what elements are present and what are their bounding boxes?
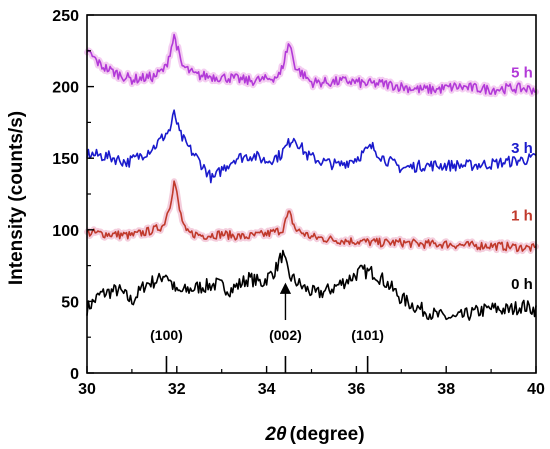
x-tick-label-5: 40 bbox=[527, 381, 545, 398]
labels-layer: 0 h 1 h 3 h 5 h bbox=[511, 64, 533, 293]
y-axis-title: Intensity (counts/s) bbox=[6, 111, 27, 285]
series-label-2: 3 h bbox=[511, 140, 533, 157]
series-glow-layer bbox=[84, 31, 539, 255]
x-tick-label-2: 34 bbox=[258, 381, 276, 398]
x-tick-label-4: 38 bbox=[437, 381, 455, 398]
x-tick-label-3: 36 bbox=[348, 381, 366, 398]
x-tick-label-0: 30 bbox=[78, 381, 96, 398]
y-tick-label-3: 150 bbox=[52, 151, 79, 168]
x-axis-title: 2θ (degree) bbox=[264, 424, 364, 445]
x-axis-symbol: 2θ bbox=[264, 424, 287, 445]
series-line-2 bbox=[86, 109, 537, 184]
y-tick-label-5: 250 bbox=[52, 8, 79, 25]
y-tick-label-2: 100 bbox=[52, 223, 79, 240]
axes-layer: 30 32 34 36 38 40 0 50 100 150 200 250 bbox=[52, 8, 545, 398]
series-label-1: 1 h bbox=[511, 207, 533, 224]
reference-label-2: (101) bbox=[351, 327, 384, 343]
reference-label-0: (100) bbox=[150, 327, 183, 343]
series-label-3: 5 h bbox=[511, 64, 533, 81]
y-tick-label-1: 50 bbox=[61, 294, 79, 311]
reference-label-1: (002) bbox=[269, 327, 302, 343]
reference-peaks-layer: (100) (002) (101) bbox=[150, 282, 384, 373]
x-tick-label-1: 32 bbox=[168, 381, 186, 398]
series-layer bbox=[86, 33, 537, 321]
y-tick-label-0: 0 bbox=[70, 366, 79, 383]
y-tick-label-4: 200 bbox=[52, 80, 79, 97]
series-line-0 bbox=[86, 249, 537, 321]
series-line-1 bbox=[86, 180, 537, 253]
series-line-3 bbox=[86, 33, 537, 95]
series-glow-1 bbox=[84, 178, 539, 255]
x-axis-unit: (degree) bbox=[290, 424, 365, 445]
series-label-0: 0 h bbox=[511, 276, 533, 293]
